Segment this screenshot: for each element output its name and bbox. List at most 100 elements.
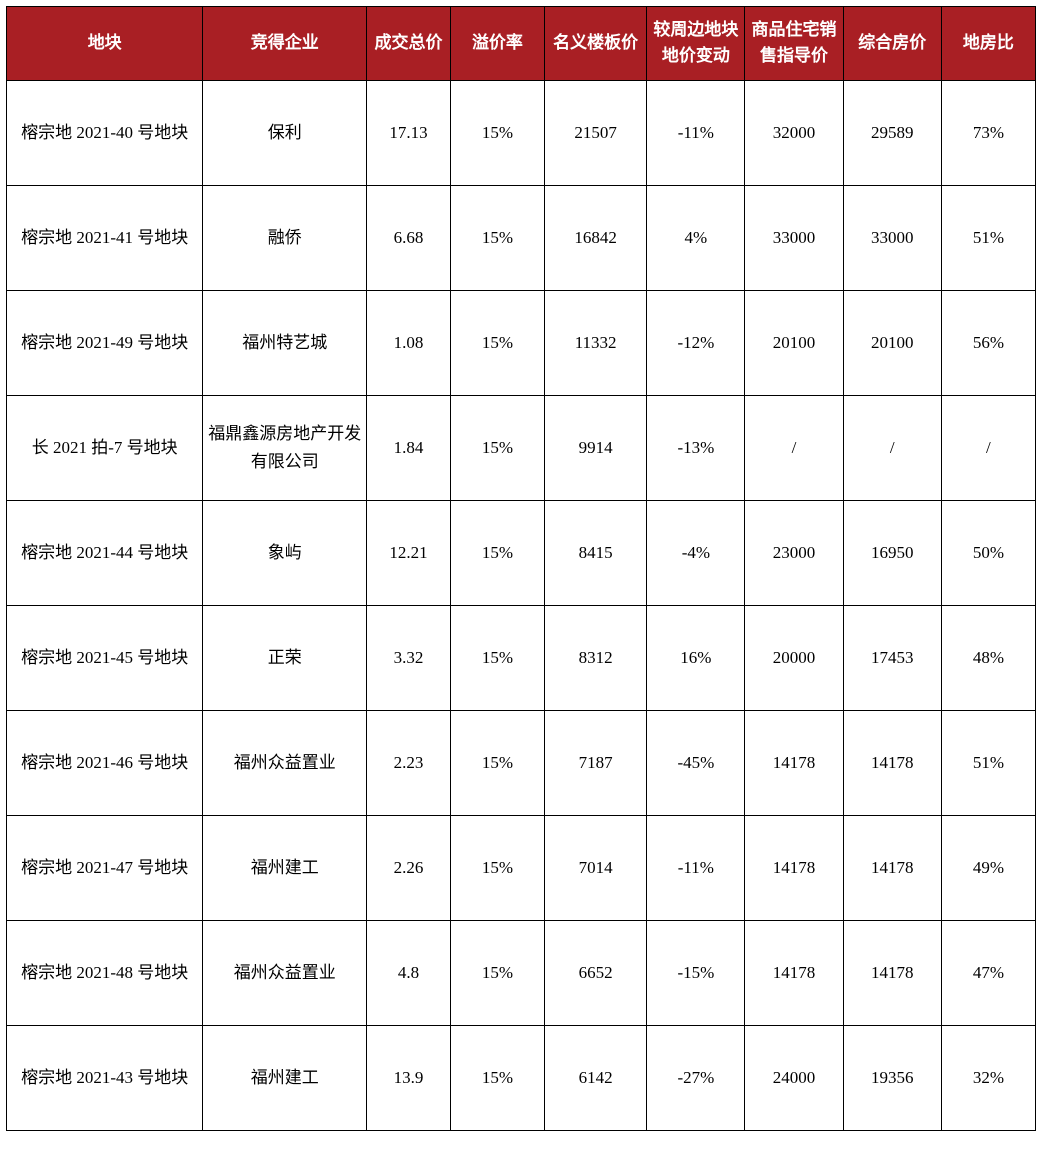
table-cell: 榕宗地 2021-44 号地块 <box>7 500 203 605</box>
table-cell: 15% <box>450 80 544 185</box>
table-cell: 33000 <box>745 185 843 290</box>
table-cell: 20000 <box>745 605 843 710</box>
table-cell: 6652 <box>544 920 646 1025</box>
table-cell: 11332 <box>544 290 646 395</box>
table-cell: 51% <box>941 185 1035 290</box>
table-cell: 15% <box>450 605 544 710</box>
table-cell: 正荣 <box>203 605 367 710</box>
table-cell: 73% <box>941 80 1035 185</box>
table-cell: 56% <box>941 290 1035 395</box>
table-cell: 13.9 <box>367 1025 451 1130</box>
table-cell: 15% <box>450 920 544 1025</box>
table-cell: 7187 <box>544 710 646 815</box>
table-row: 长 2021 拍-7 号地块福鼎鑫源房地产开发有限公司1.8415%9914-1… <box>7 395 1036 500</box>
table-row: 榕宗地 2021-49 号地块福州特艺城1.0815%11332-12%2010… <box>7 290 1036 395</box>
table-row: 榕宗地 2021-45 号地块正荣3.3215%831216%200001745… <box>7 605 1036 710</box>
table-cell: 14178 <box>745 920 843 1025</box>
table-cell: 16842 <box>544 185 646 290</box>
table-cell: -27% <box>647 1025 745 1130</box>
table-cell: 榕宗地 2021-43 号地块 <box>7 1025 203 1130</box>
table-cell: 50% <box>941 500 1035 605</box>
table-cell: 福州众益置业 <box>203 920 367 1025</box>
table-body: 榕宗地 2021-40 号地块保利17.1315%21507-11%320002… <box>7 80 1036 1130</box>
table-cell: 15% <box>450 1025 544 1130</box>
table-cell: 榕宗地 2021-41 号地块 <box>7 185 203 290</box>
table-cell: 福州特艺城 <box>203 290 367 395</box>
table-cell: 榕宗地 2021-45 号地块 <box>7 605 203 710</box>
col-header-1: 竞得企业 <box>203 7 367 81</box>
table-cell: 15% <box>450 500 544 605</box>
table-header-row: 地块竞得企业成交总价溢价率名义楼板价较周边地块地价变动商品住宅销售指导价综合房价… <box>7 7 1036 81</box>
table-cell: 福州建工 <box>203 1025 367 1130</box>
table-cell: 49% <box>941 815 1035 920</box>
table-cell: 9914 <box>544 395 646 500</box>
table-cell: 33000 <box>843 185 941 290</box>
table-cell: 福州众益置业 <box>203 710 367 815</box>
table-cell: -11% <box>647 80 745 185</box>
table-cell: / <box>843 395 941 500</box>
table-cell: 2.23 <box>367 710 451 815</box>
table-cell: 4.8 <box>367 920 451 1025</box>
table-cell: 1.84 <box>367 395 451 500</box>
table-cell: 14178 <box>745 710 843 815</box>
table-cell: 保利 <box>203 80 367 185</box>
table-cell: 7014 <box>544 815 646 920</box>
col-header-8: 地房比 <box>941 7 1035 81</box>
table-cell: 15% <box>450 815 544 920</box>
table-cell: 48% <box>941 605 1035 710</box>
table-cell: 20100 <box>843 290 941 395</box>
table-cell: 19356 <box>843 1025 941 1130</box>
table-row: 榕宗地 2021-43 号地块福州建工13.915%6142-27%240001… <box>7 1025 1036 1130</box>
table-header: 地块竞得企业成交总价溢价率名义楼板价较周边地块地价变动商品住宅销售指导价综合房价… <box>7 7 1036 81</box>
table-row: 榕宗地 2021-44 号地块象屿12.2115%8415-4%23000169… <box>7 500 1036 605</box>
table-cell: 福州建工 <box>203 815 367 920</box>
table-cell: 榕宗地 2021-49 号地块 <box>7 290 203 395</box>
table-cell: 16% <box>647 605 745 710</box>
table-cell: 2.26 <box>367 815 451 920</box>
col-header-2: 成交总价 <box>367 7 451 81</box>
table-cell: 8415 <box>544 500 646 605</box>
table-cell: / <box>941 395 1035 500</box>
table-cell: 17.13 <box>367 80 451 185</box>
table-cell: 融侨 <box>203 185 367 290</box>
table-cell: -45% <box>647 710 745 815</box>
table-cell: -12% <box>647 290 745 395</box>
col-header-7: 综合房价 <box>843 7 941 81</box>
table-cell: 16950 <box>843 500 941 605</box>
table-cell: -11% <box>647 815 745 920</box>
table-cell: 15% <box>450 395 544 500</box>
table-cell: 6.68 <box>367 185 451 290</box>
table-cell: -4% <box>647 500 745 605</box>
table-cell: 福鼎鑫源房地产开发有限公司 <box>203 395 367 500</box>
table-row: 榕宗地 2021-48 号地块福州众益置业4.815%6652-15%14178… <box>7 920 1036 1025</box>
col-header-3: 溢价率 <box>450 7 544 81</box>
table-cell: 14178 <box>843 710 941 815</box>
table-cell: 4% <box>647 185 745 290</box>
table-cell: 长 2021 拍-7 号地块 <box>7 395 203 500</box>
table-cell: 12.21 <box>367 500 451 605</box>
table-cell: 6142 <box>544 1025 646 1130</box>
col-header-6: 商品住宅销售指导价 <box>745 7 843 81</box>
table-cell: 32% <box>941 1025 1035 1130</box>
table-cell: 32000 <box>745 80 843 185</box>
table-cell: 20100 <box>745 290 843 395</box>
table-cell: 24000 <box>745 1025 843 1130</box>
table-cell: / <box>745 395 843 500</box>
table-cell: 51% <box>941 710 1035 815</box>
table-cell: 21507 <box>544 80 646 185</box>
table-cell: 23000 <box>745 500 843 605</box>
table-cell: 15% <box>450 710 544 815</box>
table-row: 榕宗地 2021-46 号地块福州众益置业2.2315%7187-45%1417… <box>7 710 1036 815</box>
table-cell: 29589 <box>843 80 941 185</box>
table-cell: 榕宗地 2021-40 号地块 <box>7 80 203 185</box>
table-cell: 14178 <box>843 815 941 920</box>
table-cell: 14178 <box>843 920 941 1025</box>
table-cell: 47% <box>941 920 1035 1025</box>
col-header-5: 较周边地块地价变动 <box>647 7 745 81</box>
table-cell: 榕宗地 2021-46 号地块 <box>7 710 203 815</box>
table-row: 榕宗地 2021-41 号地块融侨6.6815%168424%330003300… <box>7 185 1036 290</box>
table-cell: 15% <box>450 185 544 290</box>
table-cell: -15% <box>647 920 745 1025</box>
table-row: 榕宗地 2021-40 号地块保利17.1315%21507-11%320002… <box>7 80 1036 185</box>
table-cell: 榕宗地 2021-48 号地块 <box>7 920 203 1025</box>
